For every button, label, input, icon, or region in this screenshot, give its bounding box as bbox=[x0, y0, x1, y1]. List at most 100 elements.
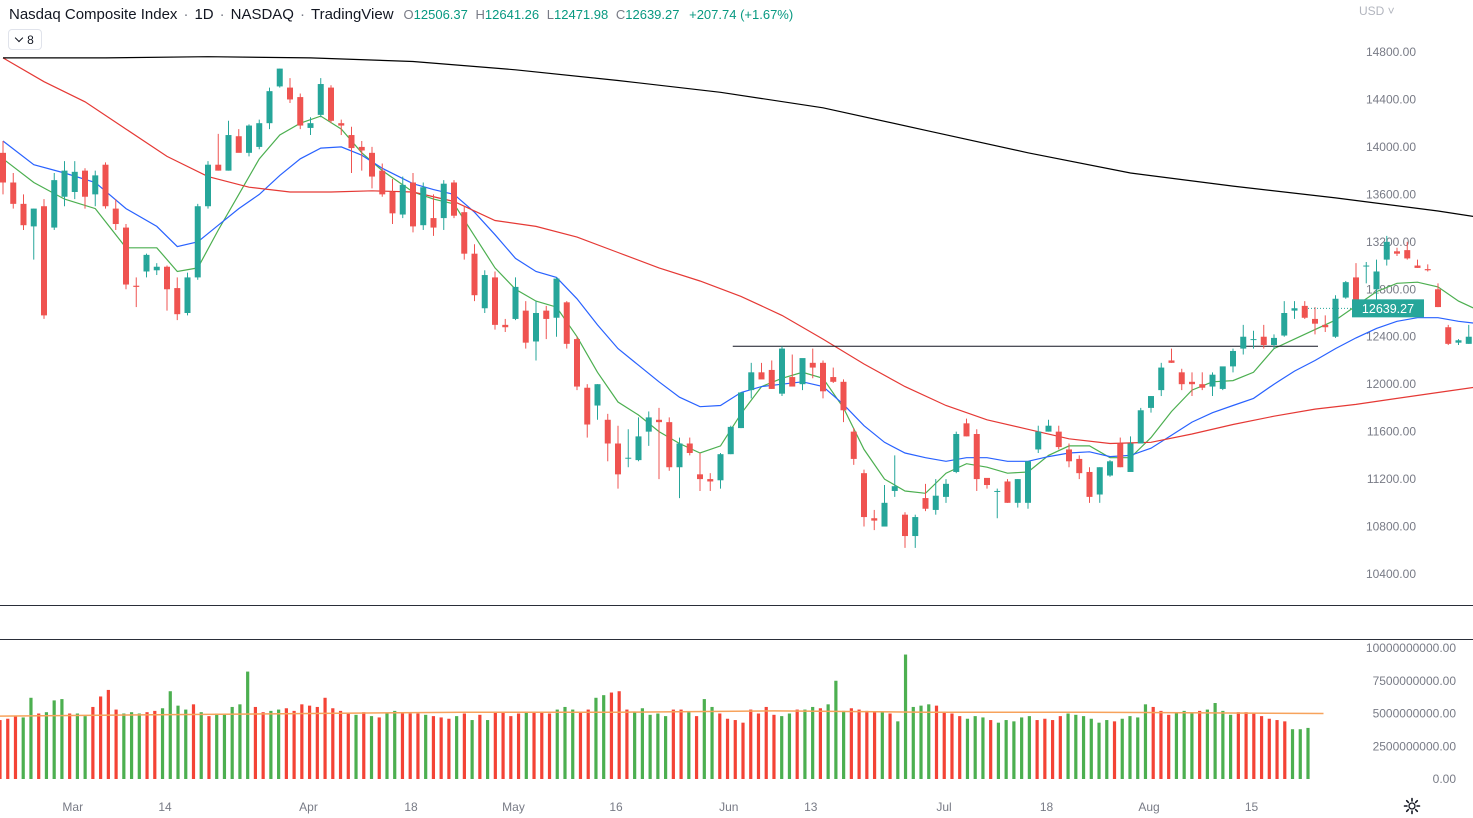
volume-bar bbox=[872, 712, 877, 779]
volume-bar bbox=[578, 712, 583, 779]
candle-body bbox=[461, 212, 468, 254]
candle-body bbox=[1271, 337, 1277, 346]
price-axis-tick: 10800.00 bbox=[1366, 520, 1416, 534]
volume-bar bbox=[1143, 704, 1148, 779]
volume-bar bbox=[478, 714, 482, 779]
candle-body bbox=[389, 191, 396, 214]
time-axis-tick: 15 bbox=[1245, 800, 1259, 814]
candle-body bbox=[502, 324, 509, 328]
candle-body bbox=[1209, 374, 1216, 387]
separator-dot: · bbox=[219, 6, 225, 23]
candle-body bbox=[922, 498, 929, 509]
volume-bar bbox=[532, 712, 536, 779]
volume-bar bbox=[1306, 727, 1310, 779]
exchange-label: NASDAQ bbox=[230, 6, 294, 23]
candle-body bbox=[82, 170, 88, 197]
volume-bar bbox=[416, 713, 420, 779]
candle-body bbox=[574, 339, 580, 387]
volume-bar bbox=[292, 710, 296, 779]
candle-body bbox=[666, 422, 673, 468]
candle-body bbox=[676, 443, 683, 468]
candle-body bbox=[1004, 481, 1011, 503]
volume-bar bbox=[516, 713, 521, 779]
volume-bar bbox=[1167, 714, 1171, 779]
volume-bar bbox=[129, 712, 134, 779]
volume-bar bbox=[1074, 714, 1078, 779]
volume-bar bbox=[238, 704, 242, 779]
volume-bar bbox=[602, 695, 606, 779]
volume-bar bbox=[811, 706, 815, 779]
volume-bar bbox=[300, 704, 304, 779]
volume-bar bbox=[834, 680, 838, 779]
candle-body bbox=[481, 275, 488, 309]
volume-bar bbox=[679, 709, 683, 779]
candle-body bbox=[184, 277, 191, 313]
volume-bar bbox=[331, 708, 335, 779]
volume-bar bbox=[338, 710, 343, 779]
candle-body bbox=[1014, 479, 1021, 503]
volume-bar bbox=[594, 697, 598, 779]
volume-bar bbox=[958, 716, 962, 779]
time-axis-tick: 18 bbox=[1040, 800, 1054, 814]
volume-bar bbox=[184, 709, 188, 779]
volume-bar bbox=[787, 713, 792, 779]
candle-body bbox=[1414, 265, 1421, 268]
interval-label[interactable]: 1D bbox=[194, 6, 214, 23]
currency-selector[interactable]: USD ˅ bbox=[1359, 4, 1395, 18]
last-price-label: 12639.27 bbox=[1362, 302, 1414, 316]
candle-body bbox=[1107, 461, 1113, 476]
volume-bar bbox=[230, 706, 234, 779]
candle-body bbox=[287, 87, 293, 100]
candle-body bbox=[420, 187, 427, 226]
volume-bar bbox=[1151, 706, 1155, 779]
candle-body bbox=[1230, 350, 1236, 367]
volume-bar bbox=[1298, 729, 1302, 779]
volume-bar bbox=[1236, 712, 1240, 779]
candle-body bbox=[686, 443, 693, 453]
volume-bar bbox=[362, 712, 366, 779]
volume-bar bbox=[385, 713, 389, 779]
volume-bar bbox=[563, 706, 567, 779]
volume-bar bbox=[780, 716, 784, 779]
indicators-toggle-button[interactable]: 8 bbox=[8, 29, 42, 50]
volume-axis-tick: 0.00 bbox=[1433, 772, 1457, 786]
volume-bar bbox=[1027, 716, 1031, 779]
volume-bar bbox=[1043, 718, 1047, 779]
volume-bar bbox=[1066, 713, 1070, 779]
candle-body bbox=[276, 68, 283, 87]
candle-body bbox=[994, 490, 1001, 492]
volume-bar bbox=[919, 705, 923, 779]
time-axis-tick: 18 bbox=[404, 800, 418, 814]
time-axis-tick: 14 bbox=[158, 800, 172, 814]
candle-body bbox=[266, 91, 273, 124]
volume-bar bbox=[965, 718, 970, 779]
candle-body bbox=[748, 372, 755, 391]
candle-body bbox=[830, 377, 837, 382]
candle-body bbox=[225, 135, 232, 171]
candle-body bbox=[1148, 396, 1154, 408]
candle-body bbox=[194, 206, 201, 278]
volume-bar bbox=[1252, 713, 1256, 779]
volume-bar bbox=[277, 709, 281, 779]
volume-bar bbox=[21, 717, 25, 779]
candle-body bbox=[953, 434, 960, 472]
volume-bar bbox=[246, 671, 250, 779]
candle-body bbox=[133, 285, 140, 287]
gear-icon[interactable] bbox=[1403, 797, 1421, 815]
volume-bar bbox=[973, 716, 977, 779]
candle-body bbox=[1342, 282, 1349, 298]
open-label: O bbox=[403, 7, 414, 22]
candle-body bbox=[891, 486, 898, 491]
volume-bar bbox=[207, 716, 211, 779]
candle-body bbox=[1322, 324, 1329, 328]
volume-bar bbox=[803, 709, 807, 779]
volume-bar bbox=[470, 720, 474, 779]
volume-bar bbox=[215, 713, 219, 779]
candle-body bbox=[932, 495, 939, 510]
candle-body bbox=[246, 125, 252, 153]
candle-body bbox=[102, 164, 109, 207]
symbol-name[interactable]: Nasdaq Composite Index bbox=[9, 6, 178, 23]
candle-body bbox=[1435, 289, 1441, 308]
time-axis-tick: Mar bbox=[62, 800, 83, 814]
